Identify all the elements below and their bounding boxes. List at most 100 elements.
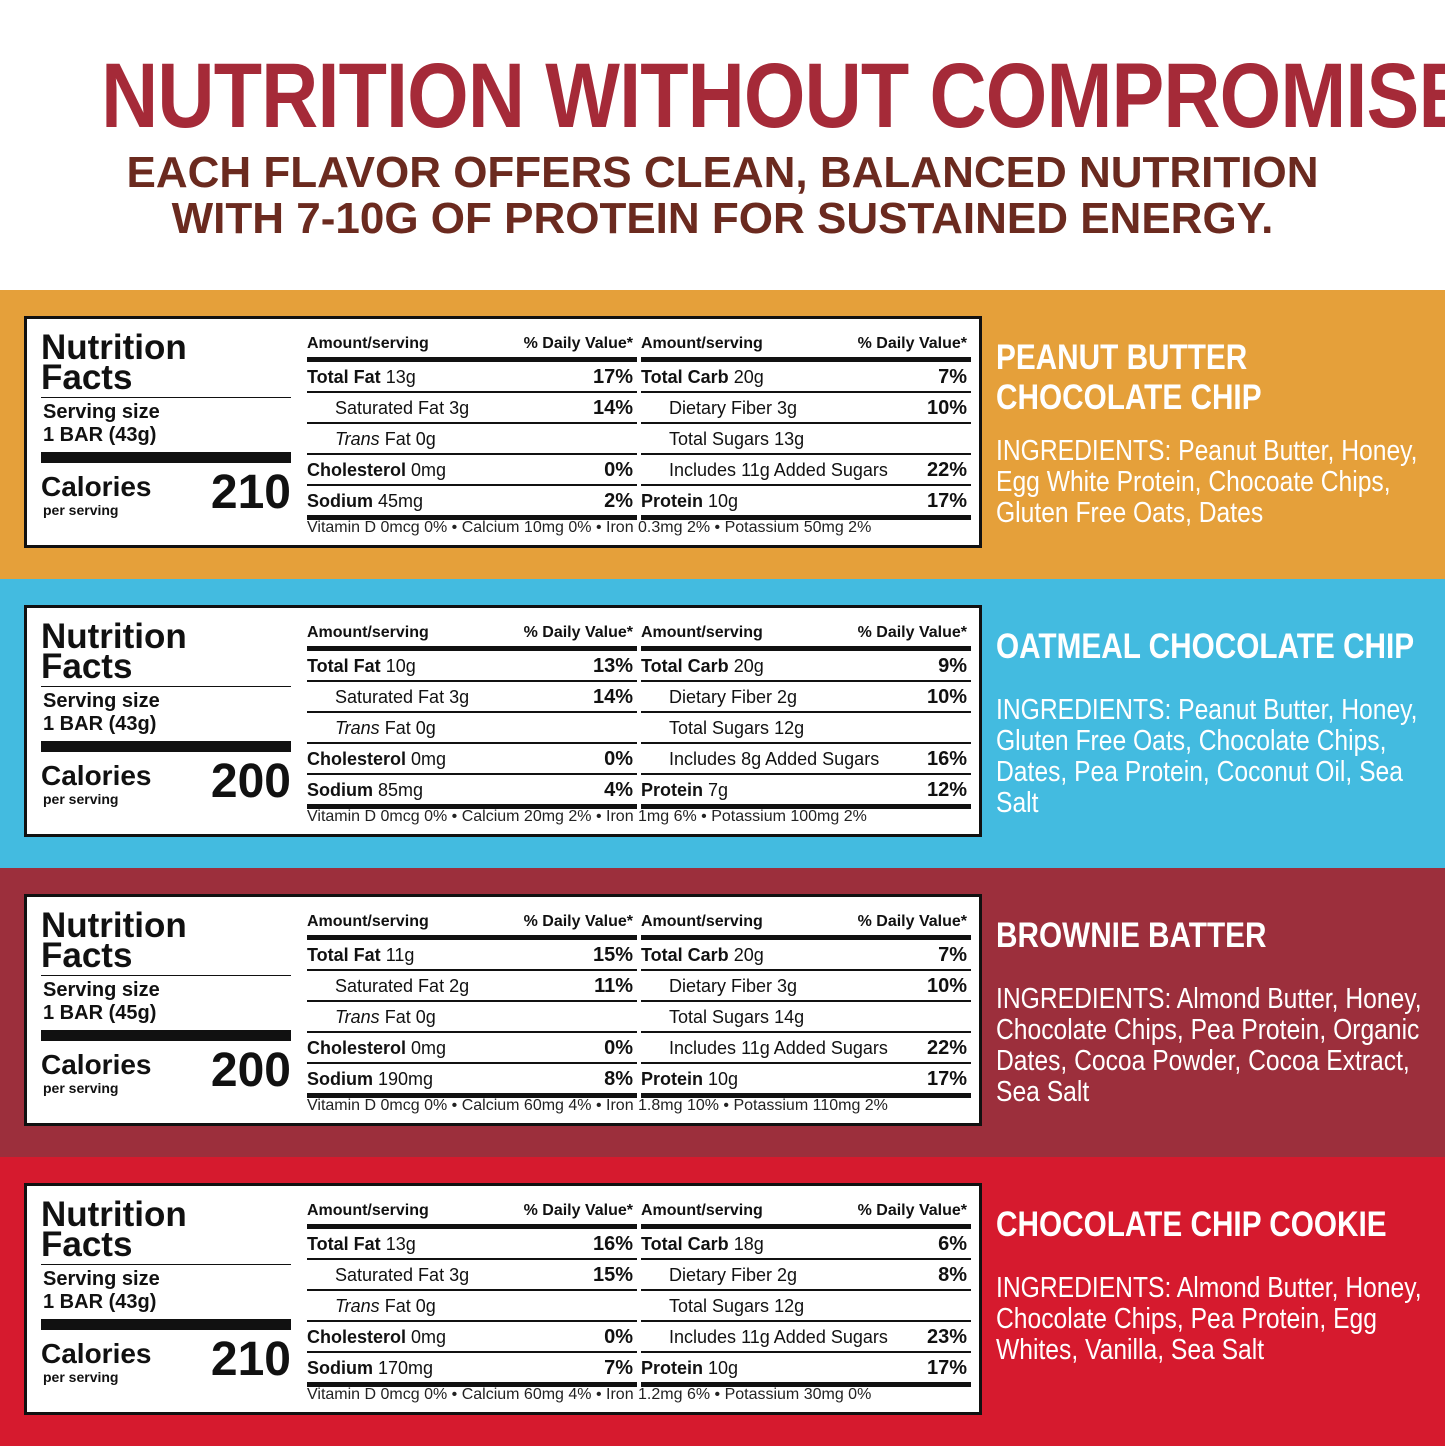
total-fat-dv: 13% (592, 655, 633, 677)
added-sugars-row: Includes 11g Added Sugars 22% (641, 455, 971, 486)
page-title: NUTRITION WITHOUT COMPROMISE (101, 45, 1445, 147)
cholesterol-dv: 0% (604, 1037, 633, 1059)
includes-label: Includes (669, 1038, 737, 1058)
total-carb-row: Total Carb 20g 7% (641, 940, 971, 971)
nutrient-column-left: Amount/serving % Daily Value* Total Fat … (307, 1202, 637, 1387)
added-sugars-dv: 23% (926, 1326, 967, 1348)
serving-size-value: 1 BAR (43g) (43, 1291, 157, 1313)
cholesterol-label: Cholesterol (307, 460, 407, 480)
total-carb-label: Total Carb (641, 656, 729, 676)
total-sugars-label: Total Sugars (669, 718, 770, 738)
includes-label: Includes (669, 460, 737, 480)
total-fat-row: Total Fat 13g 17% (307, 362, 637, 393)
amount-serving-header: Amount/serving (307, 624, 429, 641)
calories-label: Calories (41, 1338, 152, 1369)
serving-size: Serving size 1 BAR (43g) (43, 1268, 160, 1314)
total-sugars-label: Total Sugars (669, 429, 770, 449)
facts-title-line-2: Facts (41, 936, 133, 975)
nutrient-column-left: Amount/serving % Daily Value* Total Fat … (307, 335, 637, 520)
trans-fat-amount: 0g (415, 718, 436, 738)
protein-dv: 12% (926, 779, 967, 801)
total-fat-label: Total Fat (307, 945, 381, 965)
total-sugars-label: Total Sugars (669, 1007, 770, 1027)
vitamins-line: Vitamin D 0mcg 0% • Calcium 20mg 2% • Ir… (307, 808, 867, 825)
daily-value-header: % Daily Value* (523, 913, 633, 930)
total-sugars-row: Total Sugars 13g (641, 424, 971, 455)
sodium-amount: 190mg (378, 1069, 434, 1089)
total-sugars-label: Total Sugars (669, 1296, 770, 1316)
cholesterol-dv: 0% (604, 1326, 633, 1348)
total-carb-row: Total Carb 20g 9% (641, 651, 971, 682)
thick-divider (41, 1319, 291, 1330)
trans-fat-row: Trans Fat 0g (307, 1291, 637, 1322)
thick-divider (41, 741, 291, 752)
saturated-fat-label: Saturated Fat (335, 976, 445, 996)
nutrition-facts-label: Nutrition Facts Serving size 1 BAR (43g)… (24, 605, 982, 837)
added-sugars-label: Added Sugars (773, 1038, 888, 1058)
serving-size: Serving size 1 BAR (43g) (43, 401, 160, 447)
sodium-label: Sodium (307, 780, 373, 800)
added-sugars-amount: 11g (741, 460, 770, 480)
subtitle-line-2: WITH 7-10G OF PROTEIN FOR SUSTAINED ENER… (171, 194, 1274, 243)
flavor-name: CHOCOLATE CHIP COOKIE (996, 1205, 1387, 1245)
protein-label: Protein (641, 491, 704, 511)
dietary-fiber-row: Dietary Fiber 2g 8% (641, 1260, 971, 1291)
dietary-fiber-dv: 8% (938, 1264, 967, 1286)
daily-value-header: % Daily Value* (523, 624, 633, 641)
vitamins-line: Vitamin D 0mcg 0% • Calcium 60mg 4% • Ir… (307, 1386, 872, 1403)
facts-title-line-2: Facts (41, 358, 133, 397)
cholesterol-row: Cholesterol 0mg 0% (307, 1322, 637, 1353)
dietary-fiber-label: Dietary Fiber (669, 398, 773, 418)
protein-label: Protein (641, 1358, 704, 1378)
divider (41, 1264, 291, 1265)
ingredients-text: INGREDIENTS: Peanut Butter, Honey, Glute… (996, 694, 1418, 819)
nutrient-column-left: Amount/serving % Daily Value* Total Fat … (307, 624, 637, 809)
dietary-fiber-label: Dietary Fiber (669, 976, 773, 996)
protein-row: Protein 7g 12% (641, 775, 971, 809)
dietary-fiber-dv: 10% (926, 686, 967, 708)
sodium-label: Sodium (307, 1069, 373, 1089)
nutrition-facts-title: Nutrition Facts (41, 330, 291, 397)
total-fat-dv: 16% (592, 1233, 633, 1255)
divider (41, 975, 291, 976)
flavor-name-line-1: BROWNIE BATTER (996, 916, 1267, 955)
fat-label: Fat (384, 1007, 411, 1027)
protein-amount: 10g (708, 1358, 739, 1378)
cholesterol-row: Cholesterol 0mg 0% (307, 455, 637, 486)
total-fat-label: Total Fat (307, 367, 381, 387)
amount-serving-header: Amount/serving (641, 624, 763, 641)
divider (41, 397, 291, 398)
fat-label: Fat (384, 1296, 411, 1316)
flavor-name: BROWNIE BATTER (996, 916, 1266, 956)
total-sugars-row: Total Sugars 12g (641, 713, 971, 744)
protein-row: Protein 10g 17% (641, 1353, 971, 1387)
total-sugars-row: Total Sugars 12g (641, 1291, 971, 1322)
saturated-fat-dv: 15% (592, 1264, 633, 1286)
serving-size-value: 1 BAR (45g) (43, 1002, 157, 1024)
facts-title-line-1: Nutrition (41, 1195, 187, 1234)
nutrition-facts-title: Nutrition Facts (41, 1195, 291, 1262)
saturated-fat-label: Saturated Fat (335, 398, 445, 418)
trans-fat-row: Trans Fat 0g (307, 424, 637, 455)
amount-serving-header: Amount/serving (307, 335, 429, 352)
saturated-fat-row: Saturated Fat 3g 15% (307, 1260, 637, 1291)
dietary-fiber-row: Dietary Fiber 3g 10% (641, 393, 971, 424)
nutrient-column-right: Amount/serving % Daily Value* Total Carb… (641, 913, 971, 1098)
total-carb-row: Total Carb 20g 7% (641, 362, 971, 393)
added-sugars-row: Includes 11g Added Sugars 22% (641, 1033, 971, 1064)
facts-title-line-1: Nutrition (41, 906, 187, 945)
protein-dv: 17% (926, 490, 967, 512)
cholesterol-label: Cholesterol (307, 1327, 407, 1347)
total-fat-amount: 13g (385, 1234, 416, 1254)
total-carb-dv: 7% (938, 944, 967, 966)
dietary-fiber-amount: 3g (777, 398, 798, 418)
cholesterol-amount: 0mg (411, 749, 447, 769)
sodium-dv: 8% (604, 1068, 633, 1090)
cholesterol-label: Cholesterol (307, 749, 407, 769)
sodium-row: Sodium 190mg 8% (307, 1064, 637, 1098)
per-serving-label: per serving (43, 502, 119, 518)
dietary-fiber-amount: 2g (777, 687, 798, 707)
sodium-label: Sodium (307, 491, 373, 511)
saturated-fat-dv: 14% (592, 397, 633, 419)
total-fat-row: Total Fat 10g 13% (307, 651, 637, 682)
